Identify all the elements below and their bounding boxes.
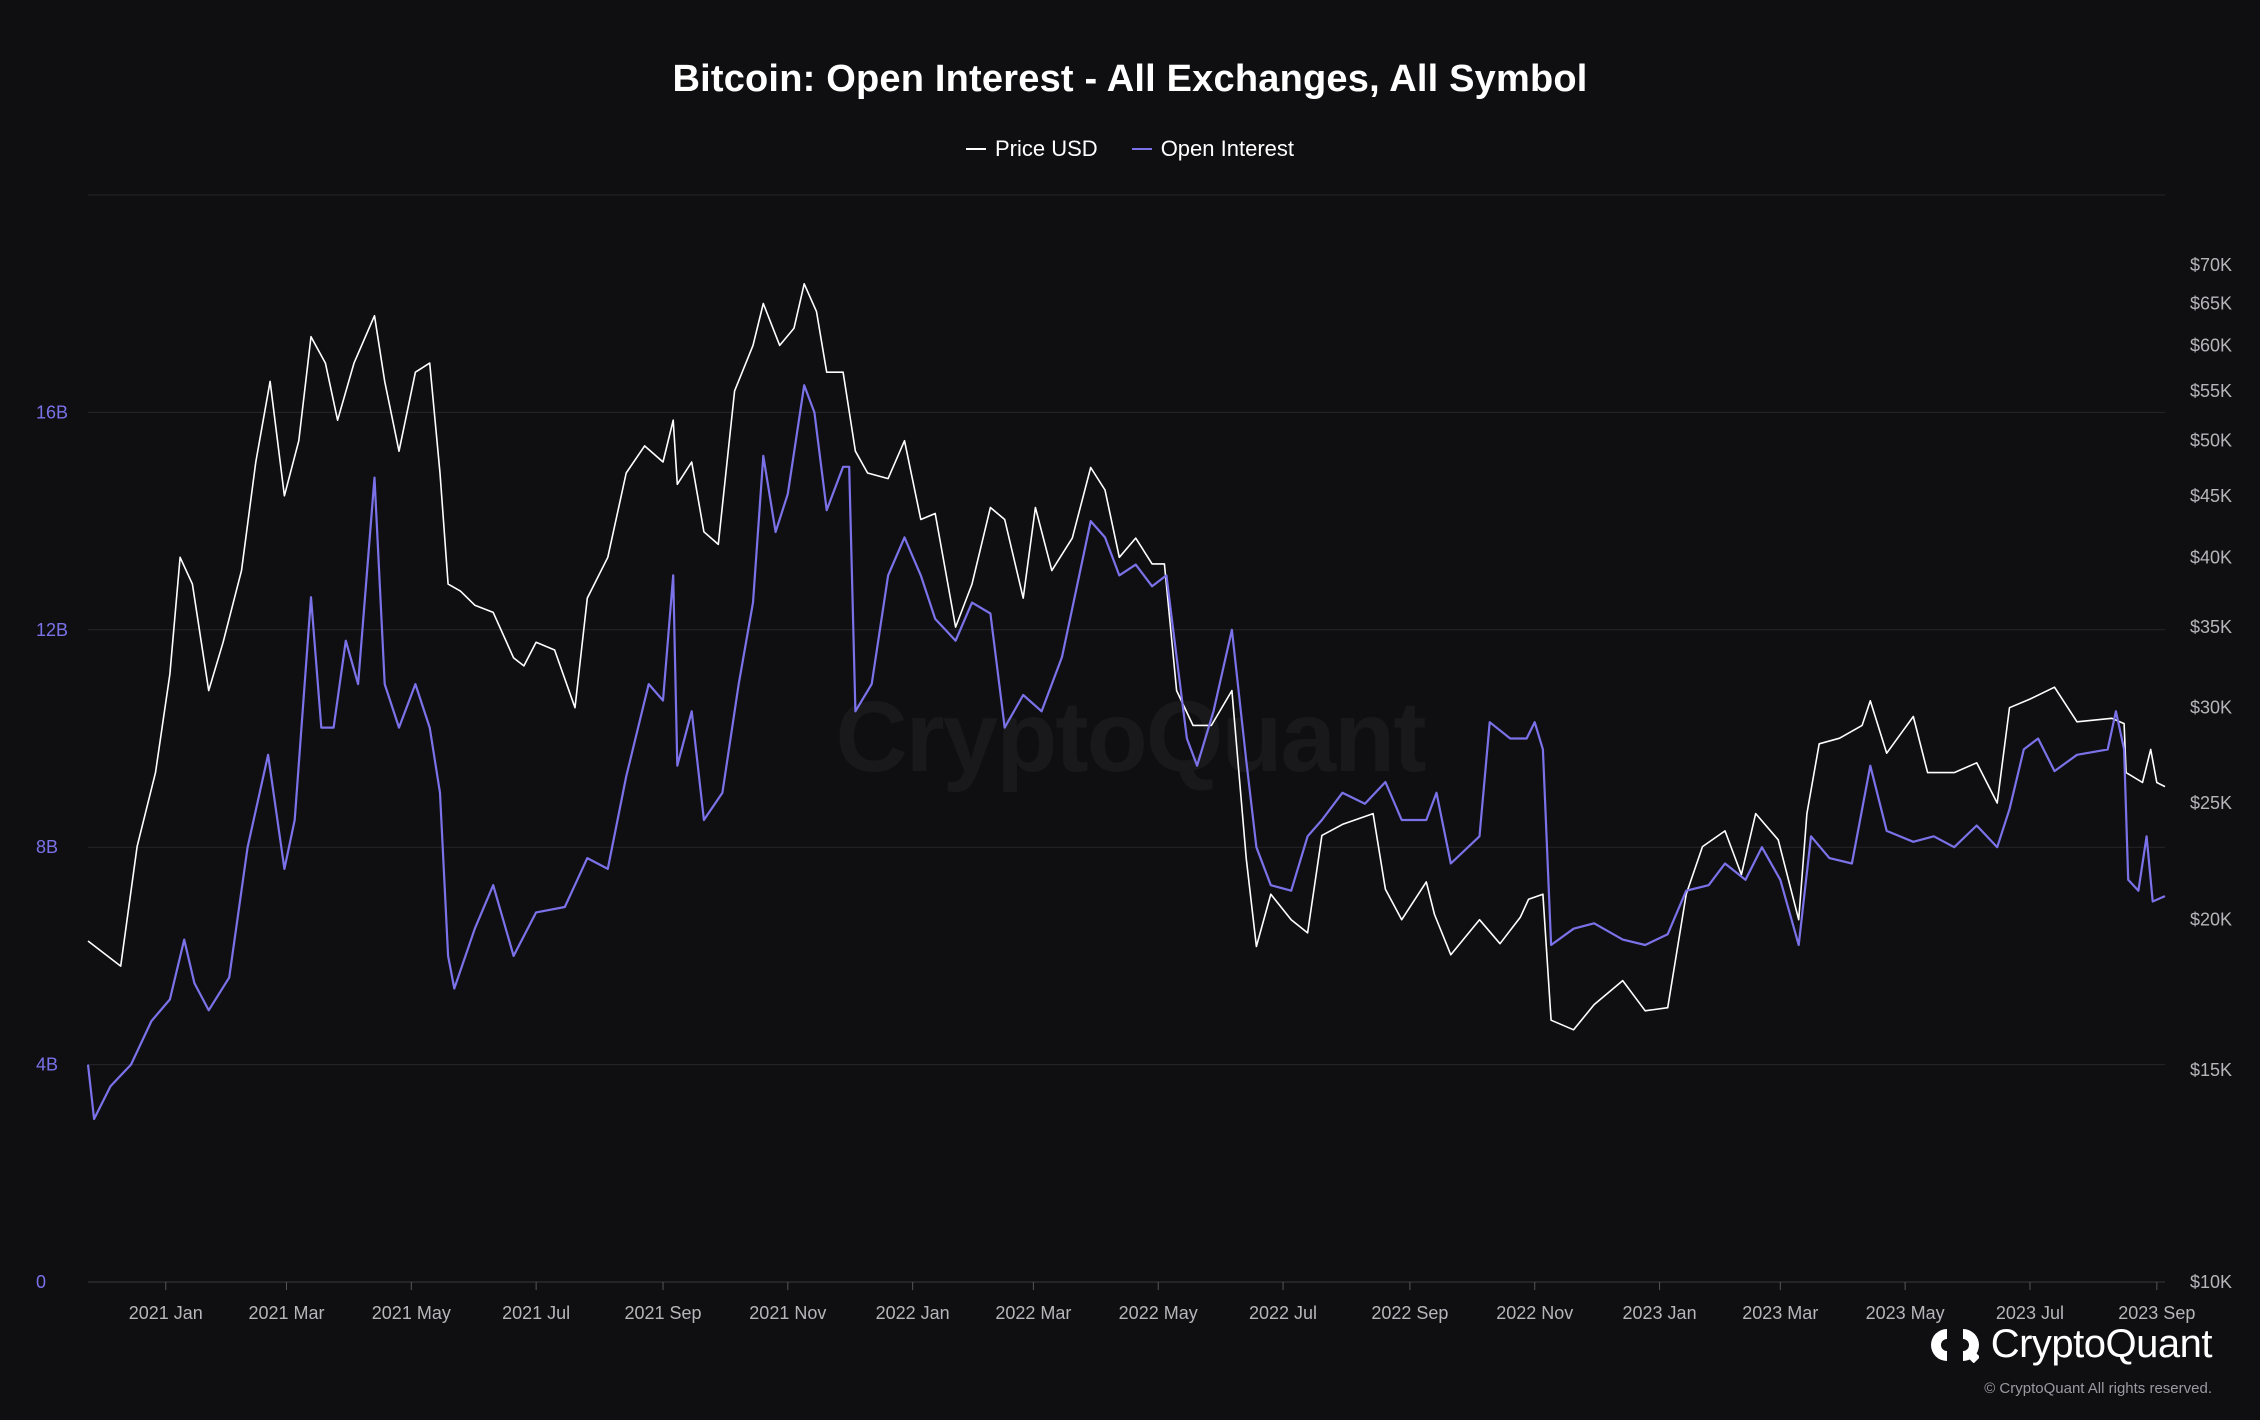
right-axis-tick-label: $45K	[2190, 486, 2232, 506]
legend-label-price: Price USD	[995, 136, 1098, 161]
left-axis-tick-label: 8B	[36, 837, 58, 857]
right-axis-tick-label: $10K	[2190, 1272, 2232, 1292]
legend-swatch-open-interest	[1131, 148, 1152, 150]
x-axis-tick-label: 2023 Mar	[1742, 1303, 1818, 1323]
legend-swatch-price	[966, 148, 986, 150]
right-axis-tick-label: $55K	[2190, 381, 2232, 401]
x-axis-tick-label: 2021 Jan	[129, 1303, 203, 1323]
axes: 0 4B 8B 12B 16B $10K $15K $20K $25K $30K $35K $40K $…	[36, 255, 2232, 1323]
series-lines	[86, 282, 2166, 1121]
x-axis-tick-label: 2023 Sep	[2118, 1303, 2195, 1323]
legend-item-open-interest[interactable]: Open Interest	[1131, 136, 1294, 162]
right-axis-tick-label: $30K	[2190, 698, 2232, 718]
right-axis-tick-label: $35K	[2190, 617, 2232, 637]
x-axis-tick-label: 2022 Jan	[876, 1303, 950, 1323]
x-axis-tick-label: 2021 Nov	[749, 1303, 826, 1323]
left-axis-tick-label: 12B	[36, 620, 68, 640]
x-axis-tick-label: 2021 Jul	[502, 1303, 570, 1323]
x-axis-tick-label: 2023 Jan	[1623, 1303, 1697, 1323]
x-axis-tick-label: 2023 Jul	[1996, 1303, 2064, 1323]
legend-item-price[interactable]: Price USD	[966, 136, 1098, 162]
legend-label-open-interest: Open Interest	[1160, 136, 1294, 161]
x-axis-tick-label: 2022 Mar	[995, 1303, 1071, 1323]
right-axis-tick-label: $20K	[2190, 910, 2232, 930]
left-axis-tick-label: 0	[36, 1272, 46, 1292]
right-axis-tick-label: $60K	[2190, 335, 2232, 355]
x-axis-tick-label: 2021 Sep	[624, 1303, 701, 1323]
x-axis-tick-label: 2022 Nov	[1496, 1303, 1573, 1323]
x-axis-tick-label: 2022 May	[1119, 1303, 1198, 1323]
left-axis-tick-label: 4B	[36, 1055, 58, 1075]
gridlines	[88, 194, 2165, 1283]
brand-name: CryptoQuant	[1990, 1322, 2213, 1366]
right-axis-tick-label: $70K	[2190, 255, 2232, 275]
x-axis-tick-label: 2022 Jul	[1249, 1303, 1317, 1323]
right-axis-tick-label: $40K	[2190, 547, 2232, 567]
cryptoquant-logo-icon	[1930, 1328, 1979, 1363]
brand-logo: CryptoQuant	[1930, 1322, 2213, 1367]
right-axis-tick-label: $65K	[2190, 294, 2232, 314]
watermark: CryptoQuant	[0, 680, 2260, 795]
right-axis-tick-label: $25K	[2190, 793, 2232, 813]
right-axis-tick-label: $50K	[2190, 431, 2232, 451]
chart-title: Bitcoin: Open Interest - All Exchanges, …	[672, 58, 1588, 100]
left-axis-tick-label: 16B	[36, 402, 68, 422]
right-axis-tick-label: $15K	[2190, 1060, 2232, 1080]
x-axis-tick-label: 2021 Mar	[248, 1303, 324, 1323]
x-axis-tick-label: 2023 May	[1866, 1303, 1945, 1323]
legend: Price USD Open Interest	[0, 136, 2260, 162]
open-interest-line	[86, 384, 2166, 1121]
copyright: © CryptoQuant All rights reserved.	[1984, 1380, 2212, 1397]
x-axis-tick-label: 2021 May	[372, 1303, 451, 1323]
price-usd-line	[87, 282, 2166, 1031]
x-axis-tick-label: 2022 Sep	[1371, 1303, 1448, 1323]
